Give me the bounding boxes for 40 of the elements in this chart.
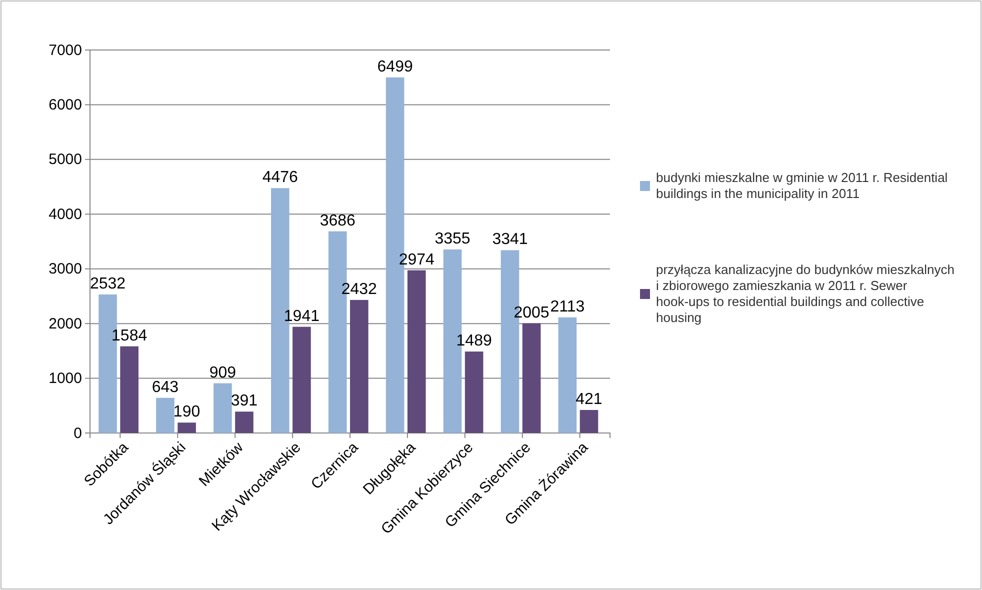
data-label: 2974 [398, 251, 435, 268]
bar [407, 270, 426, 433]
data-label: 643 [152, 378, 179, 396]
y-tick-label: 6000 [48, 96, 82, 114]
legend-label: przyłącza kanalizacyjne do budynków mieszkalnych i zbiorowego zamieszkania w 2011 r. Sewer hook-ups to residential buildings and collective housing [656, 262, 954, 325]
bar [214, 383, 232, 433]
bar [178, 422, 196, 433]
data-label: 1584 [112, 327, 148, 344]
data-label: 3355 [434, 230, 470, 248]
bar [464, 352, 484, 433]
y-tick-label: 5000 [48, 151, 82, 168]
data-label: 4476 [262, 169, 298, 186]
data-label: 421 [576, 390, 602, 408]
data-label: 391 [230, 392, 258, 410]
bar [350, 300, 368, 433]
data-label: 1489 [456, 332, 492, 350]
data-label: 3686 [320, 212, 356, 230]
legend-label: budynki mieszkalne w gminie w 2011 r. Residential buildings in the municipality in 2011 [656, 170, 948, 201]
data-label: 2532 [90, 275, 126, 292]
bar [580, 410, 598, 433]
bar [235, 412, 254, 433]
data-label: 909 [209, 364, 236, 382]
bar [522, 323, 541, 433]
data-label: 3341 [492, 231, 528, 248]
bar [558, 317, 577, 433]
data-label: 2113 [550, 298, 585, 316]
bar [120, 346, 138, 433]
y-tick-label: 2000 [48, 315, 82, 332]
data-label: 2432 [341, 280, 378, 298]
data-label: 2005 [514, 304, 550, 322]
bar [292, 326, 311, 433]
y-tick-label: 7000 [48, 42, 82, 59]
y-tick-label: 1000 [48, 370, 82, 388]
y-tick-label: 4000 [48, 206, 82, 223]
bar [156, 398, 174, 433]
data-label: 190 [173, 404, 200, 421]
data-label: 1941 [284, 308, 320, 325]
data-label: 6499 [377, 58, 413, 76]
y-tick-label: 3000 [48, 260, 82, 278]
y-tick-label: 0 [74, 424, 82, 442]
